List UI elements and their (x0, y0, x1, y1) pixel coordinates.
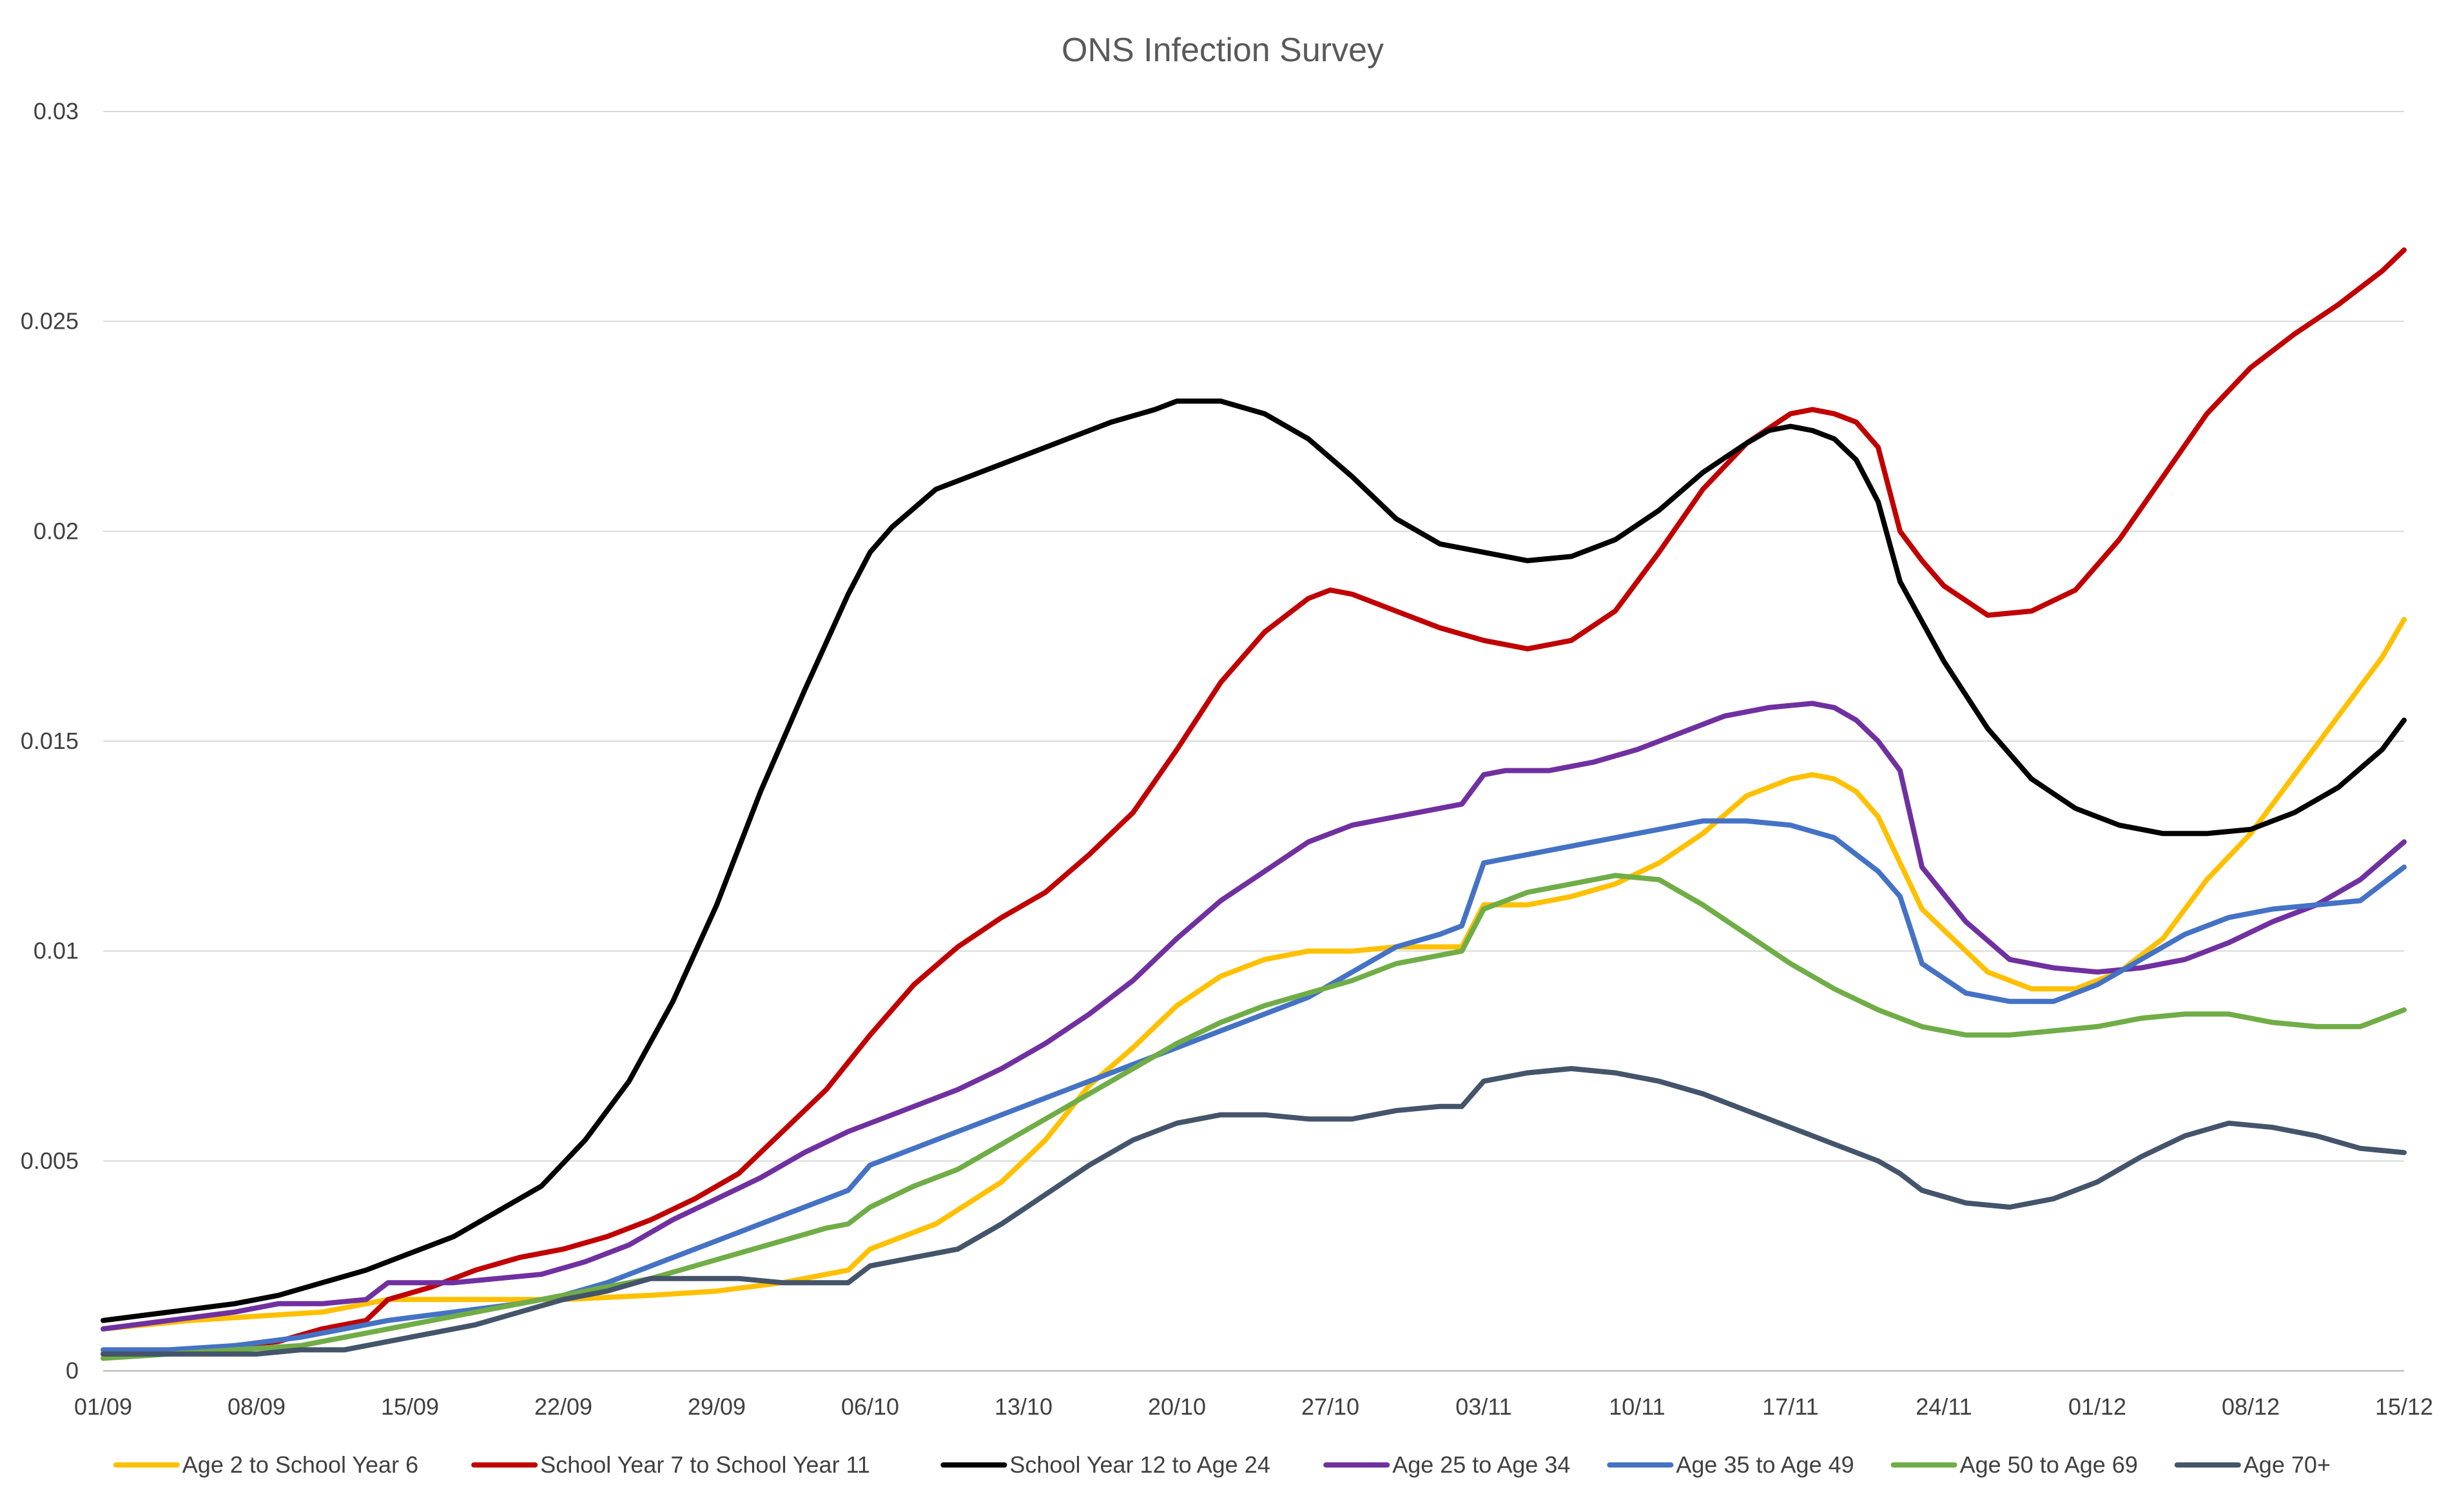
y-tick-label: 0.015 (21, 728, 79, 754)
legend-label: Age 35 to Age 49 (1676, 1451, 1854, 1478)
x-tick-label: 27/10 (1301, 1393, 1359, 1420)
legend-label: Age 50 to Age 69 (1960, 1451, 2138, 1478)
legend-label: Age 25 to Age 34 (1392, 1451, 1570, 1478)
legend-label: School Year 12 to Age 24 (1009, 1451, 1270, 1478)
x-tick-label: 10/11 (1609, 1393, 1665, 1420)
y-tick-label: 0.005 (21, 1147, 79, 1174)
x-tick-label: 01/09 (74, 1393, 132, 1420)
x-tick-label: 22/09 (534, 1393, 592, 1420)
series-line-6 (101, 873, 2407, 1361)
chart-title: ONS Infection Survey (1062, 32, 1384, 69)
x-tick-label: 08/09 (228, 1393, 286, 1420)
series-lines (101, 247, 2407, 1361)
y-tick-label: 0.02 (34, 518, 79, 544)
legend-label: Age 2 to School Year 6 (182, 1451, 418, 1478)
legend: Age 2 to School Year 6 School Year 7 to S… (113, 1451, 2331, 1478)
x-tick-label: 08/12 (2222, 1393, 2280, 1420)
x-tick-label: 29/09 (688, 1393, 746, 1420)
x-tick-label: 13/10 (995, 1393, 1053, 1420)
series-line-4 (101, 701, 2407, 1332)
series-line-5 (101, 818, 2407, 1353)
x-tick-label: 03/11 (1455, 1393, 1511, 1420)
series-line-1 (101, 617, 2407, 1332)
y-tick-label: 0.03 (34, 98, 79, 124)
series-line-2 (101, 247, 2407, 1357)
y-axis-tick-labels: 0 0.005 0.01 0.015 0.02 0.025 0.03 (21, 98, 79, 1384)
legend-label: School Year 7 to School Year 11 (540, 1451, 870, 1478)
x-tick-label: 24/11 (1916, 1393, 1972, 1420)
x-tick-label: 15/12 (2375, 1393, 2433, 1420)
y-tick-label: 0.025 (21, 308, 79, 334)
x-tick-label: 20/10 (1148, 1393, 1206, 1420)
x-tick-label: 15/09 (381, 1393, 439, 1420)
legend-label: Age 70+ (2244, 1451, 2331, 1478)
x-axis-tick-labels: 01/09 08/09 15/09 22/09 29/09 06/10 13/10 20/10… (74, 1393, 2433, 1420)
x-tick-label: 17/11 (1762, 1393, 1818, 1420)
gridlines (103, 111, 2404, 1162)
series-line-3 (101, 398, 2407, 1323)
y-tick-label: 0.01 (34, 938, 79, 964)
series-line-7 (101, 1066, 2407, 1357)
x-tick-label: 06/10 (841, 1393, 899, 1420)
x-tick-label: 01/12 (2068, 1393, 2126, 1420)
y-tick-label: 0 (66, 1357, 79, 1384)
